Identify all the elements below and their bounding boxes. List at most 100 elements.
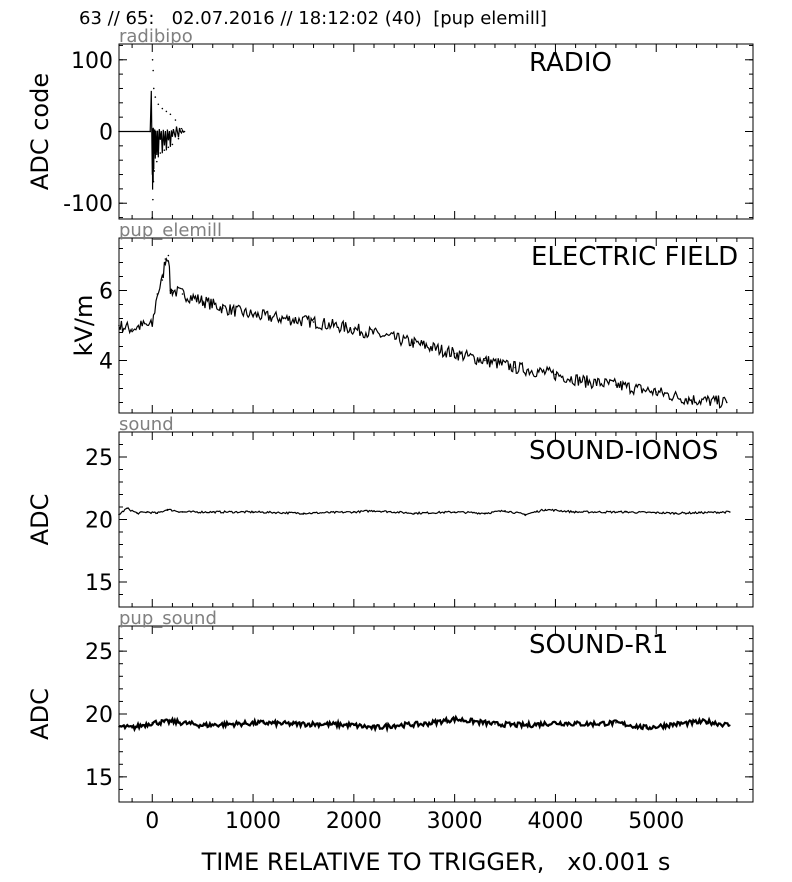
data-point: [181, 293, 184, 295]
data-point: [393, 724, 395, 727]
data-point: [164, 258, 167, 260]
data-point: [118, 725, 120, 728]
data-point: [180, 127, 183, 130]
y-tick-label: 25: [85, 446, 113, 471]
data-point: [151, 216, 154, 219]
data-point: [201, 724, 204, 727]
x-tick-label: 3000: [427, 809, 483, 834]
data-point: [156, 512, 159, 515]
data-point: [514, 366, 516, 369]
data-point: [149, 130, 152, 133]
panel-title: ELECTRIC FIELD: [531, 242, 738, 272]
data-point: [423, 723, 426, 725]
y-axis-label: ADC: [26, 688, 54, 740]
x-tick-label: 5000: [628, 809, 684, 834]
data-point: [554, 373, 557, 376]
panel-radibipo: 100 0 -100 ADC code RADIO radibipo: [26, 26, 754, 220]
y-tick-label: 20: [85, 703, 113, 728]
data-point: [118, 324, 120, 327]
y-tick-label: 4: [99, 350, 113, 375]
y-axis-label: ADC code: [26, 73, 54, 190]
data-point: [169, 289, 172, 292]
panel-title: SOUND-R1: [529, 630, 668, 660]
data-point: [705, 720, 708, 723]
data-point: [152, 69, 154, 72]
channel-label: sound: [119, 414, 174, 435]
data-point: [524, 724, 527, 727]
data-point: [118, 513, 120, 516]
data-point: [153, 170, 156, 172]
data-point: [675, 723, 678, 725]
data-point: [262, 722, 264, 724]
panel-pup_elemill: 6 4kV/m ELECTRIC FIELD pup_elemill: [70, 220, 754, 414]
data-point: [494, 723, 496, 725]
data-point: [615, 722, 617, 724]
data-point: [645, 727, 647, 729]
x-tick-label: 4000: [527, 809, 583, 834]
y-tick-label: -100: [63, 192, 113, 217]
data-point: [126, 507, 128, 510]
y-tick-label: 6: [99, 280, 113, 305]
data-point: [574, 511, 577, 513]
data-point: [312, 321, 315, 323]
panel-title: SOUND-IONOS: [529, 436, 718, 466]
data-point: [625, 511, 627, 513]
data-point: [152, 87, 155, 90]
data-point: [157, 103, 160, 106]
data-point: [655, 391, 658, 393]
data-point: [729, 724, 731, 727]
data-point: [154, 96, 157, 98]
data-point: [504, 509, 506, 512]
data-point: [211, 511, 214, 513]
data-point: [131, 328, 133, 330]
data-point: [615, 384, 617, 386]
data-point: [169, 113, 172, 116]
data-point: [252, 511, 254, 513]
channel-label: pup_elemill: [119, 220, 222, 241]
x-tick-label: 0: [145, 809, 159, 834]
figure-title: 63 // 65: 02.07.2016 // 18:12:02 (40) [p…: [79, 8, 547, 29]
data-point: [685, 398, 688, 400]
data-point: [373, 727, 375, 729]
data-point: [141, 324, 143, 327]
y-tick-label: 20: [85, 509, 113, 534]
data-point: [151, 722, 154, 724]
data-point: [584, 380, 587, 383]
data-point: [174, 119, 177, 121]
x-axis-label: TIME RELATIVE TO TRIGGER, x0.001 s: [201, 848, 671, 876]
data-point: [383, 335, 385, 337]
data-point: [152, 198, 154, 201]
data-point: [167, 146, 170, 149]
data-point: [453, 352, 456, 355]
data-point: [181, 511, 184, 513]
data-point: [675, 512, 678, 515]
data-point: [155, 160, 158, 163]
channel-label: radibipo: [119, 26, 193, 47]
data-point: [163, 149, 166, 151]
data-point: [136, 512, 138, 515]
data-point: [166, 508, 169, 511]
x-tick-label: 1000: [225, 809, 281, 834]
data-point: [156, 293, 159, 295]
data-point: [171, 143, 174, 146]
x-tick-label: 2000: [326, 809, 382, 834]
data-point: [725, 401, 728, 404]
data-point: [292, 723, 295, 725]
channel-label: pup_sound: [119, 608, 217, 629]
data-point: [353, 724, 355, 727]
data-point: [118, 130, 120, 133]
y-tick-label: 15: [85, 571, 113, 596]
data-point: [131, 727, 133, 729]
data-point: [353, 511, 355, 513]
panel-pup_sound: 25 20 15 0 1000 2000 3000 4000 5000 ADC SOUND-R1 pu…: [26, 608, 754, 834]
data-point: [159, 152, 162, 154]
data-point: [554, 722, 557, 724]
data-point: [484, 512, 486, 515]
y-tick-label: 25: [85, 640, 113, 665]
data-point: [167, 254, 170, 257]
panel-title: RADIO: [529, 48, 612, 78]
plot-frame: [118, 43, 754, 220]
data-point: [729, 511, 731, 513]
data-point: [544, 508, 547, 511]
